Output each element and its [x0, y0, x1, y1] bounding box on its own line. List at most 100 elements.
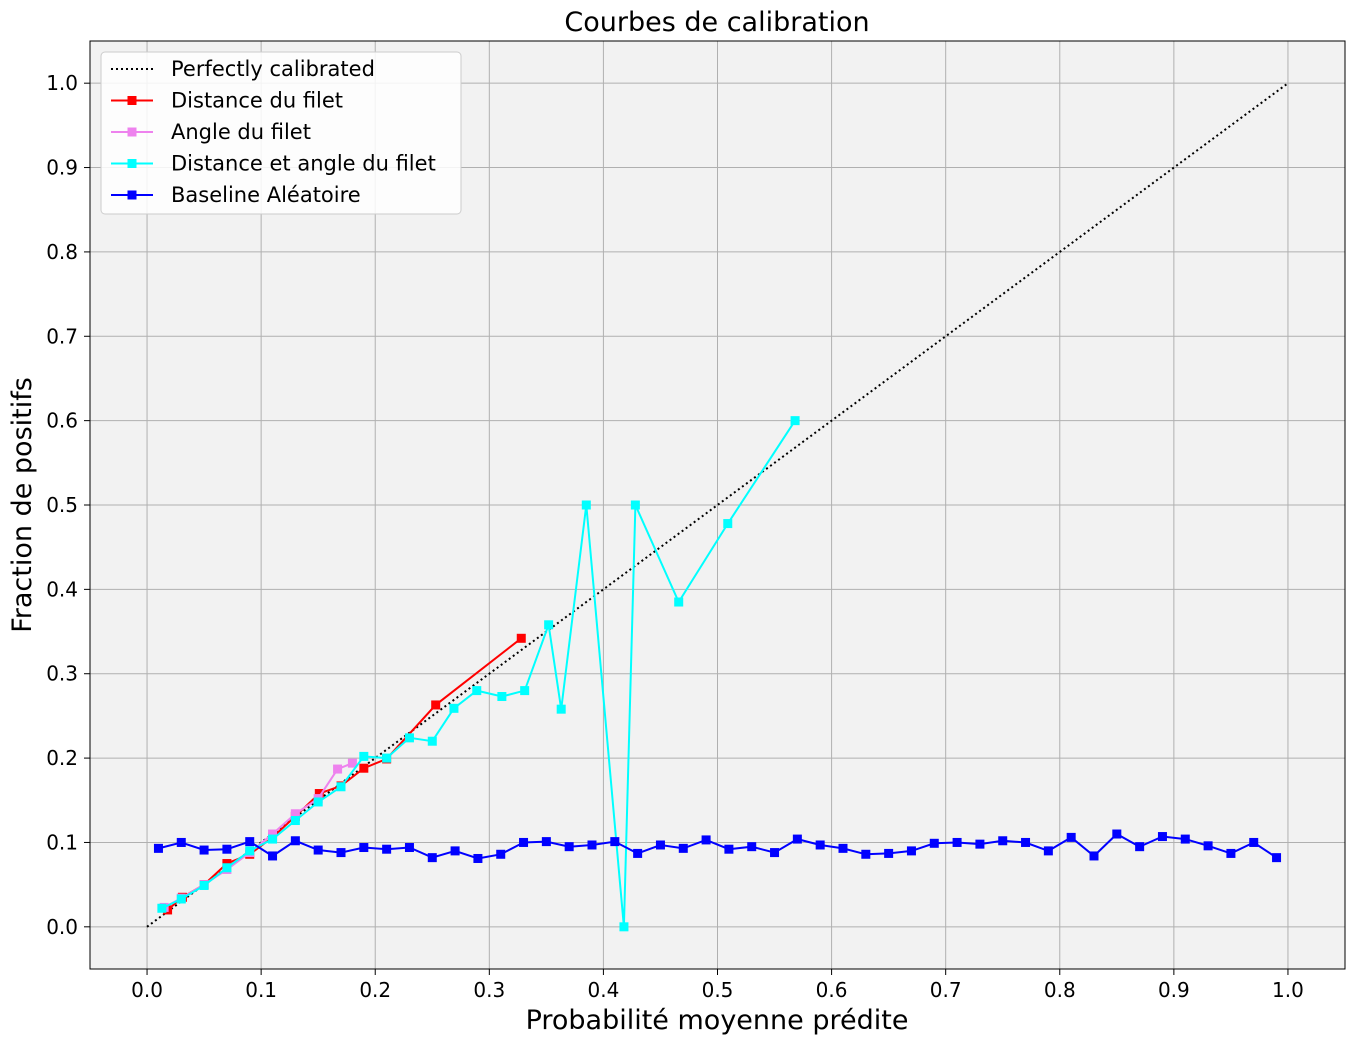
series-4-point — [496, 849, 506, 859]
legend-marker — [127, 127, 137, 137]
series-3-point — [723, 519, 733, 529]
series-4-point — [884, 848, 894, 858]
series-3-point — [245, 846, 255, 856]
legend-label: Distance du filet — [171, 89, 343, 113]
series-3-point — [630, 500, 640, 510]
y-tick-label: 0.0 — [46, 915, 78, 939]
legend-label: Perfectly calibrated — [171, 57, 375, 81]
series-3-point — [790, 416, 800, 426]
chart-title: Courbes de calibration — [564, 7, 869, 38]
series-2-point — [347, 758, 357, 768]
series-3-point — [619, 922, 629, 932]
series-4-point — [975, 839, 985, 849]
series-3-point — [544, 620, 554, 630]
series-4-point — [1180, 834, 1190, 844]
series-3-point — [199, 880, 209, 890]
series-4-point — [1249, 837, 1259, 847]
series-4-point — [199, 845, 209, 855]
y-tick-label: 1.0 — [46, 71, 78, 95]
series-4-point — [1203, 841, 1213, 851]
y-tick-label: 0.9 — [46, 156, 78, 180]
series-4-point — [747, 842, 757, 852]
series-4-point — [1157, 832, 1167, 842]
series-4-point — [519, 837, 529, 847]
series-4-point — [245, 837, 255, 847]
x-axis-ticks: 0.0 0.1 0.2 0.3 0.4 0.5 0.6 0.7 0.8 0.9 1.0 — [131, 969, 1304, 1002]
x-tick-label: 0.4 — [588, 978, 620, 1002]
series-4-point — [906, 846, 916, 856]
series-4-point — [701, 835, 711, 845]
series-3-point — [336, 782, 346, 792]
series-4-point — [1043, 846, 1053, 856]
series-4-point — [815, 840, 825, 850]
series-group — [146, 82, 1289, 932]
plot-frame — [89, 40, 1346, 970]
series-1-point — [314, 789, 324, 799]
legend-entry: Distance et angle du filet — [111, 152, 436, 176]
series-4-point — [450, 846, 460, 856]
legend-entry: Angle du filet — [111, 120, 311, 144]
series-3-point — [157, 903, 167, 913]
series-4-point — [176, 837, 186, 847]
series-4-point — [587, 840, 597, 850]
series-3-point — [382, 753, 392, 763]
y-tick-label: 0.1 — [46, 830, 78, 854]
series-4-point — [1135, 842, 1145, 852]
series-2-point — [290, 809, 300, 819]
x-tick-label: 0.0 — [131, 978, 163, 1002]
series-4-point — [427, 853, 437, 863]
series-3-point — [313, 797, 323, 807]
series-4-point — [1112, 829, 1122, 839]
x-tick-label: 0.3 — [473, 978, 505, 1002]
x-tick-label: 0.6 — [816, 978, 848, 1002]
legend-label: Distance et angle du filet — [171, 152, 436, 176]
series-4-point — [770, 848, 780, 858]
series-4-point — [153, 843, 163, 853]
series-1-point — [431, 700, 441, 710]
series-3-point — [268, 834, 278, 844]
series-3-point — [472, 686, 482, 696]
series-4-point — [268, 851, 278, 861]
series-3-point — [520, 686, 530, 696]
series-3-point — [449, 703, 459, 713]
series-3 — [157, 416, 800, 932]
x-tick-label: 0.1 — [245, 978, 277, 1002]
series-4-point — [336, 848, 346, 858]
x-axis-label: Probabilité moyenne prédite — [526, 1005, 909, 1036]
series-4-point — [952, 837, 962, 847]
series-3-point — [581, 500, 591, 510]
legend-marker — [127, 96, 137, 105]
legend-marker — [127, 159, 137, 168]
series-3-point — [404, 733, 414, 743]
legend-box — [100, 51, 462, 215]
series-3-point — [176, 894, 186, 904]
series-2-point — [268, 829, 278, 839]
series-4-point — [222, 844, 232, 854]
x-tick-label: 0.5 — [702, 978, 734, 1002]
series-3-point — [674, 597, 684, 607]
series-4-point — [290, 836, 300, 846]
series-4-point — [382, 844, 392, 854]
y-tick-label: 0.3 — [46, 662, 78, 686]
series-4-point — [1089, 851, 1099, 861]
series-4-point — [1021, 837, 1031, 847]
series-4-point — [1272, 853, 1282, 863]
y-tick-label: 0.4 — [46, 577, 78, 601]
legend-label: Baseline Aléatoire — [171, 183, 361, 207]
y-tick-label: 0.6 — [46, 409, 78, 433]
series-4-point — [792, 834, 802, 844]
x-tick-label: 0.7 — [930, 978, 962, 1002]
series-4-point — [404, 843, 414, 853]
series-4-point — [861, 849, 871, 859]
legend-marker — [127, 190, 137, 200]
series-4-point — [610, 837, 620, 847]
series-2-point — [333, 764, 343, 774]
legend-entry: Baseline Aléatoire — [111, 183, 361, 207]
series-1-point — [359, 763, 369, 773]
legend-label: Angle du filet — [171, 120, 311, 144]
series-4-point — [541, 837, 551, 847]
y-tick-label: 0.2 — [46, 746, 78, 770]
legend-entry: Perfectly calibrated — [111, 57, 375, 81]
legend: Perfectly calibrated Distance du filet Ang… — [100, 51, 462, 215]
y-tick-label: 0.7 — [46, 324, 78, 348]
